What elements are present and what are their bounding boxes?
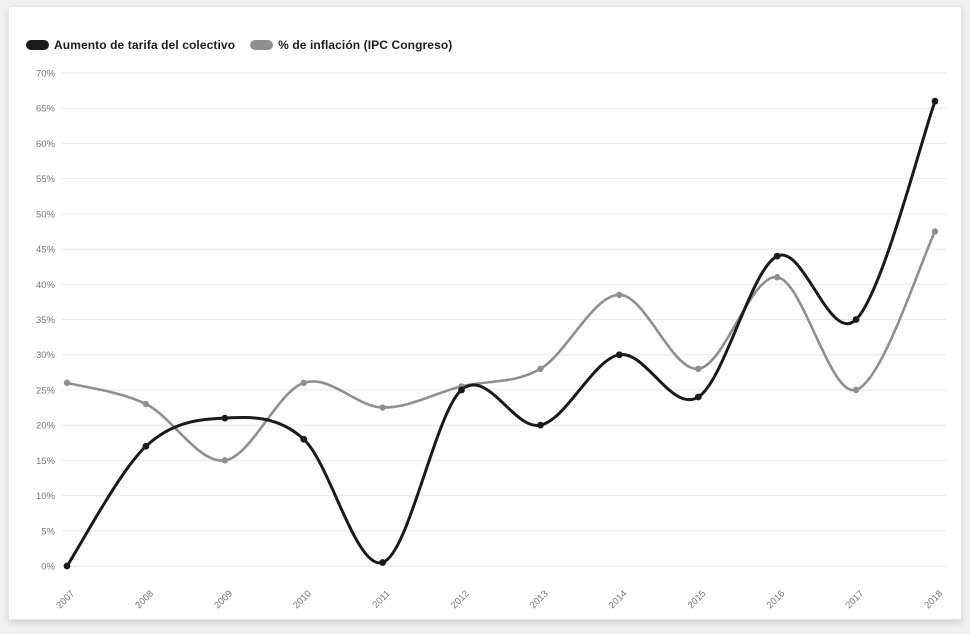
x-tick-label: 2010 [291,588,314,611]
x-tick-label: 2007 [54,588,77,611]
x-tick-label: 2009 [212,588,235,611]
y-tick-label: 5% [41,526,55,537]
y-tick-label: 60% [36,139,56,150]
y-tick-label: 55% [36,174,56,185]
y-tick-label: 15% [36,456,56,467]
data-point [694,393,702,401]
legend-label-tarifa: Aumento de tarifa del colectivo [54,38,236,52]
data-point [931,97,939,105]
x-tick-label: 2018 [922,588,945,611]
series-line [65,99,937,568]
y-tick-label: 70% [36,69,56,80]
y-tick-label: 50% [36,209,56,220]
y-tick-label: 40% [36,280,56,291]
series-line [65,230,937,462]
line-chart: 0% 5% 10% 15% 20% 25% 30% 35% 40% 45% 50% 55% 60% 65%… [36,69,946,611]
data-point [537,365,544,372]
x-tick-label: 2013 [528,588,551,611]
x-tick-label: 2017 [843,588,866,611]
legend-label-inflacion: % de inflación (IPC Congreso) [278,38,453,52]
legend-swatch-tarifa [26,40,49,50]
x-tick-label: 2011 [371,588,393,610]
data-point [379,404,386,411]
y-tick-label: 65% [36,104,56,115]
data-point [616,291,623,299]
y-tick-label: 35% [36,315,56,326]
legend-swatch-inflacion [250,40,274,50]
data-point [852,386,860,394]
x-tick-label: 2012 [449,588,472,611]
legend-item-inflacion: % de inflación (IPC Congreso) [250,38,452,52]
y-tick-label: 30% [36,350,56,361]
data-point [458,386,465,394]
chart-legend: Aumento de tarifa del colectivo % de inf… [26,38,452,52]
x-tick-label: 2008 [133,588,156,611]
data-point [221,457,229,464]
data-point [537,421,544,429]
y-tick-label: 45% [36,245,56,256]
data-point [379,559,387,566]
y-tick-label: 25% [36,385,56,396]
data-point [142,400,150,408]
y-tick-label: 20% [36,421,56,432]
data-point [300,379,307,387]
data-point [773,252,781,260]
legend-item-tarifa: Aumento de tarifa del colectivo [26,38,235,52]
x-tick-label: 2016 [765,588,788,611]
data-point [931,228,939,235]
data-point [63,562,71,570]
y-tick-label: 10% [36,491,56,502]
x-tick-label: 2014 [607,588,630,611]
x-tick-label: 2015 [686,588,709,611]
data-point [221,414,229,422]
data-point [773,274,781,281]
y-tick-label: 0% [41,562,55,573]
chart-card: Aumento de tarifa del colectivo % de inf… [8,6,962,620]
data-point [852,316,860,323]
data-point [615,351,623,359]
data-point [695,365,702,372]
data-point [63,379,71,387]
data-point [142,442,150,450]
data-point [300,435,308,443]
